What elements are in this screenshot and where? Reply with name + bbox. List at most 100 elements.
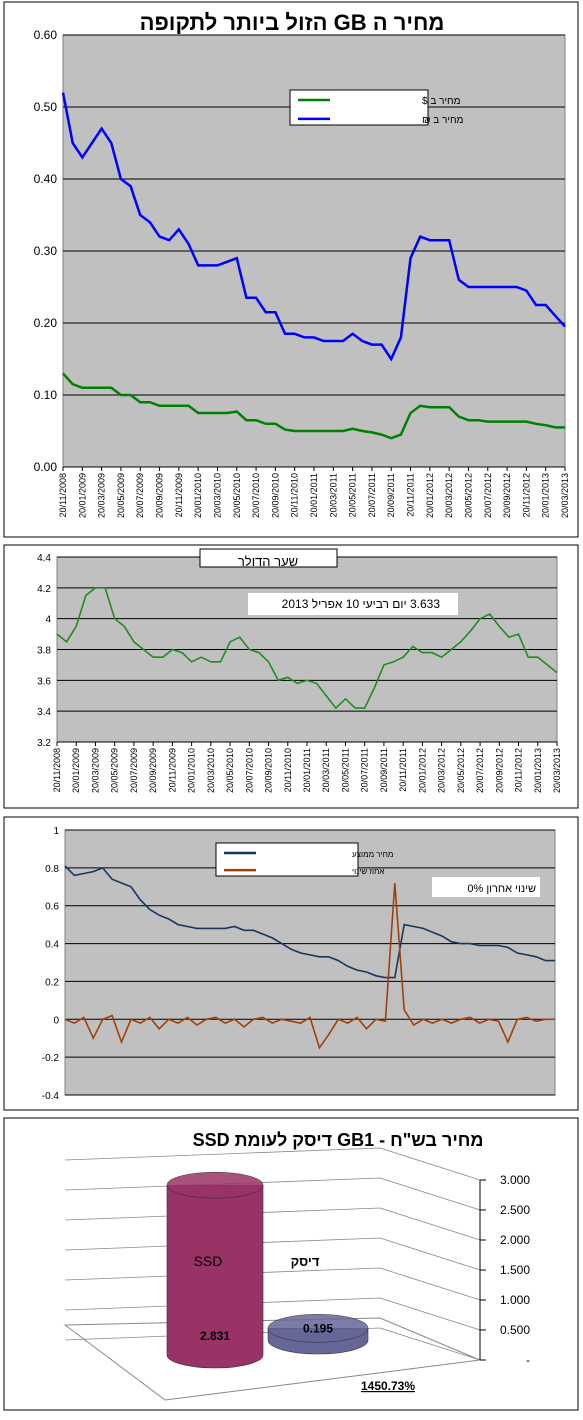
x-tick-label: 20/01/2010: [193, 473, 203, 518]
y-tick-label: 0: [53, 1015, 59, 1026]
value-label: 0.195: [303, 1321, 333, 1335]
y-tick-label: 0.10: [34, 388, 58, 402]
line-series: [61, 92, 566, 362]
x-tick-label: 20/07/2009: [129, 748, 139, 793]
x-tick-label: 20/11/2009: [174, 473, 184, 517]
y-tick-label: 3.6: [37, 676, 51, 687]
x-tick-label: 20/07/2010: [244, 748, 254, 793]
x-tick-label: 20/07/2011: [360, 748, 370, 792]
x-tick-label: 20/05/2009: [110, 748, 120, 793]
x-tick-label: 20/01/2012: [417, 748, 427, 793]
x-tick-label: 20/09/2010: [270, 473, 280, 518]
value-label: 2.831: [200, 1329, 230, 1343]
annotation: שינוי אחרון 0%: [467, 883, 536, 895]
x-tick-label: 20/05/2009: [116, 473, 126, 518]
y-tick-label: 3.4: [37, 707, 51, 718]
y-tick-label: 0.00: [34, 460, 58, 474]
x-tick-label: 20/09/2009: [155, 473, 165, 518]
line-series: [56, 587, 558, 710]
x-tick-label: 20/09/2011: [379, 748, 389, 792]
x-tick-label: 20/03/2012: [437, 748, 447, 793]
x-tick-label: 20/11/2009: [167, 748, 177, 792]
legend-label: אחוז שינוי: [352, 867, 384, 876]
y-tick-label: 4.2: [37, 584, 51, 595]
legend-label: מחיר ב $: [422, 96, 461, 107]
x-tick-label: 20/09/2009: [148, 748, 158, 793]
y-tick-label: 0.2: [45, 977, 59, 988]
x-tick-label: 20/11/2010: [283, 748, 293, 792]
x-tick-label: 20/11/2012: [514, 748, 524, 792]
x-tick-label: 20/11/2008: [58, 473, 68, 517]
y-tick-label: 0.30: [34, 244, 58, 258]
line-series: [64, 882, 555, 1050]
y-tick-label: 1: [53, 826, 59, 837]
y-tick-label: 1.000: [500, 1293, 530, 1307]
y-tick-label: 0.4: [45, 940, 59, 951]
annotation-box: [432, 877, 540, 897]
x-tick-label: 20/11/2008: [52, 748, 62, 792]
grid-line: [64, 1147, 481, 1181]
x-tick-label: 20/07/2009: [135, 473, 145, 518]
chart-title: שער הדולר: [238, 554, 298, 569]
x-tick-label: 20/03/2013: [552, 748, 562, 793]
line-series: [64, 865, 555, 979]
chart-title: מחיר בש"ח - GB1 דיסק לעומת SSD: [193, 1130, 484, 1150]
chart-title: מחיר ה GB הזול ביותר לתקופה: [140, 10, 445, 35]
y-tick-label: 0.50: [34, 100, 58, 114]
x-tick-label: 20/03/2011: [328, 473, 338, 517]
y-tick-label: 3.2: [37, 738, 51, 749]
x-tick-label: 20/11/2011: [398, 748, 408, 792]
x-tick-label: 20/03/2013: [560, 473, 570, 518]
x-tick-label: 20/05/2012: [463, 473, 473, 518]
x-tick-label: 20/05/2010: [225, 748, 235, 793]
x-tick-label: 20/01/2013: [533, 748, 543, 793]
legend-label: מחיר ב ₪: [422, 115, 464, 126]
x-tick-label: 20/01/2011: [309, 473, 319, 517]
x-tick-label: 20/07/2011: [367, 473, 377, 517]
x-category-label: דיסק: [291, 1254, 320, 1269]
x-tick-label: 20/05/2012: [456, 748, 466, 793]
x-tick-label: 20/03/2009: [90, 748, 100, 793]
bar: [166, 1184, 264, 1369]
y-tick-label: 0.8: [45, 864, 59, 875]
annotation-box: [248, 593, 458, 615]
x-tick-label: 20/05/2011: [340, 748, 350, 792]
x-tick-label: 20/03/2010: [206, 748, 216, 793]
x-tick-label: 20/09/2010: [264, 748, 274, 793]
bar-top: [166, 1171, 264, 1199]
x-tick-label: 20/07/2010: [251, 473, 261, 518]
x-category-label: SSD: [194, 1253, 223, 1269]
annotation: 1450.73%: [361, 1379, 415, 1393]
x-tick-label: 20/03/2009: [97, 473, 107, 518]
title-box: [199, 548, 338, 568]
x-tick-label: 20/01/2013: [541, 473, 551, 518]
y-tick-label: -: [526, 1353, 530, 1367]
y-tick-label: 1.500: [500, 1263, 530, 1277]
y-tick-label: 2.000: [500, 1233, 530, 1247]
x-tick-label: 20/01/2009: [71, 748, 81, 793]
bar-top: [267, 1314, 369, 1343]
x-tick-label: 20/11/2011: [406, 473, 416, 517]
y-tick-label: 0.6: [45, 902, 59, 913]
x-tick-label: 20/01/2010: [187, 748, 197, 793]
x-tick-label: 20/03/2011: [321, 748, 331, 792]
y-tick-label: 0.40: [34, 172, 58, 186]
x-tick-label: 20/09/2012: [502, 473, 512, 518]
y-tick-label: -0.4: [42, 1091, 60, 1102]
y-tick-label: 3.000: [500, 1173, 530, 1187]
y-tick-label: 0.500: [500, 1323, 530, 1337]
x-tick-label: 20/03/2012: [444, 473, 454, 518]
x-tick-label: 20/09/2011: [386, 473, 396, 517]
x-tick-label: 20/07/2012: [483, 473, 493, 518]
x-tick-label: 20/01/2009: [77, 473, 87, 518]
y-tick-label: 0.20: [34, 316, 58, 330]
y-tick-label: 2.500: [500, 1203, 530, 1217]
y-tick-label: -0.2: [42, 1053, 60, 1064]
x-tick-label: 20/07/2012: [475, 748, 485, 793]
x-tick-label: 20/11/2012: [521, 473, 531, 517]
x-tick-label: 20/01/2011: [302, 748, 312, 792]
x-tick-label: 20/09/2012: [494, 748, 504, 793]
y-tick-label: 4: [45, 615, 51, 626]
